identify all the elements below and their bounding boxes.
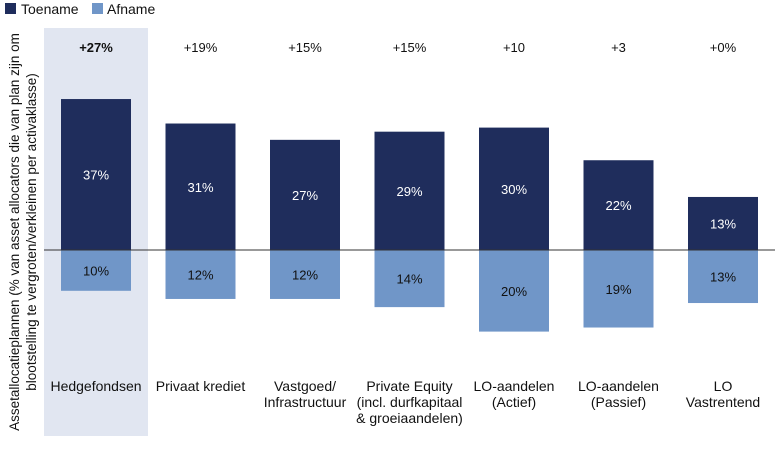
category-label: Hedgefondsen: [50, 378, 141, 394]
bar-decrease: [165, 250, 236, 299]
y-axis-label: Assetallocatieplannen (% van asset alloc…: [7, 33, 39, 431]
bar-decrease: [688, 250, 758, 304]
y-axis-label-line-2: blootstelling te vergroten/verkleinen pe…: [24, 73, 39, 390]
bar-increase: [688, 196, 758, 250]
net-change-label: +3: [611, 40, 626, 55]
bar-increase: [583, 160, 654, 250]
bar-decrease: [583, 250, 654, 328]
bar-increase: [61, 99, 131, 250]
legend-swatch-decrease: [92, 3, 103, 14]
bar-decrease: [270, 250, 340, 299]
net-change-label: +19%: [184, 40, 218, 55]
bar-decrease: [374, 250, 445, 308]
legend-label-increase: Toename: [21, 1, 79, 17]
bar-decrease: [61, 250, 131, 291]
data-label-decrease: 12%: [292, 267, 318, 282]
bar-increase: [270, 139, 340, 250]
legend-label-decrease: Afname: [107, 1, 155, 17]
data-label-increase: 22%: [605, 198, 631, 213]
data-label-increase: 29%: [396, 184, 422, 199]
net-change-label: +10: [503, 40, 525, 55]
y-axis-label-line-1: Assetallocatieplannen (% van asset alloc…: [7, 33, 22, 431]
category-label: LO Vastrentend: [686, 378, 760, 410]
data-label-increase: 27%: [292, 188, 318, 203]
category-label: Vastgoed/Infrastructuur: [264, 378, 347, 410]
data-label-increase: 13%: [710, 216, 736, 231]
category-label: Privaat krediet: [156, 378, 246, 394]
category-label: LO-aandelen (Actief): [474, 378, 555, 410]
data-label-decrease: 14%: [396, 272, 422, 287]
bar-increase: [479, 127, 549, 250]
data-label-decrease: 12%: [187, 267, 213, 282]
data-label-increase: 30%: [501, 182, 527, 197]
data-label-decrease: 20%: [501, 284, 527, 299]
net-change-label: +15%: [288, 40, 322, 55]
net-change-label: +0%: [710, 40, 737, 55]
net-change-label: +15%: [393, 40, 427, 55]
bar-decrease: [479, 250, 549, 332]
data-label-decrease: 13%: [710, 270, 736, 285]
category-label: Private Equity (incl. durfkapitaal & groei…: [356, 378, 463, 426]
legend: Toename Afname: [5, 1, 155, 17]
legend-swatch-increase: [5, 3, 16, 14]
data-label-decrease: 10%: [83, 263, 109, 278]
data-label-increase: 37%: [83, 168, 109, 183]
data-label-decrease: 19%: [605, 282, 631, 297]
category-label: LO-aandelen (Passief): [578, 378, 659, 410]
bar-increase: [374, 131, 445, 250]
data-label-increase: 31%: [187, 180, 213, 195]
bar-increase: [165, 123, 236, 250]
net-change-label: +27%: [79, 40, 113, 55]
